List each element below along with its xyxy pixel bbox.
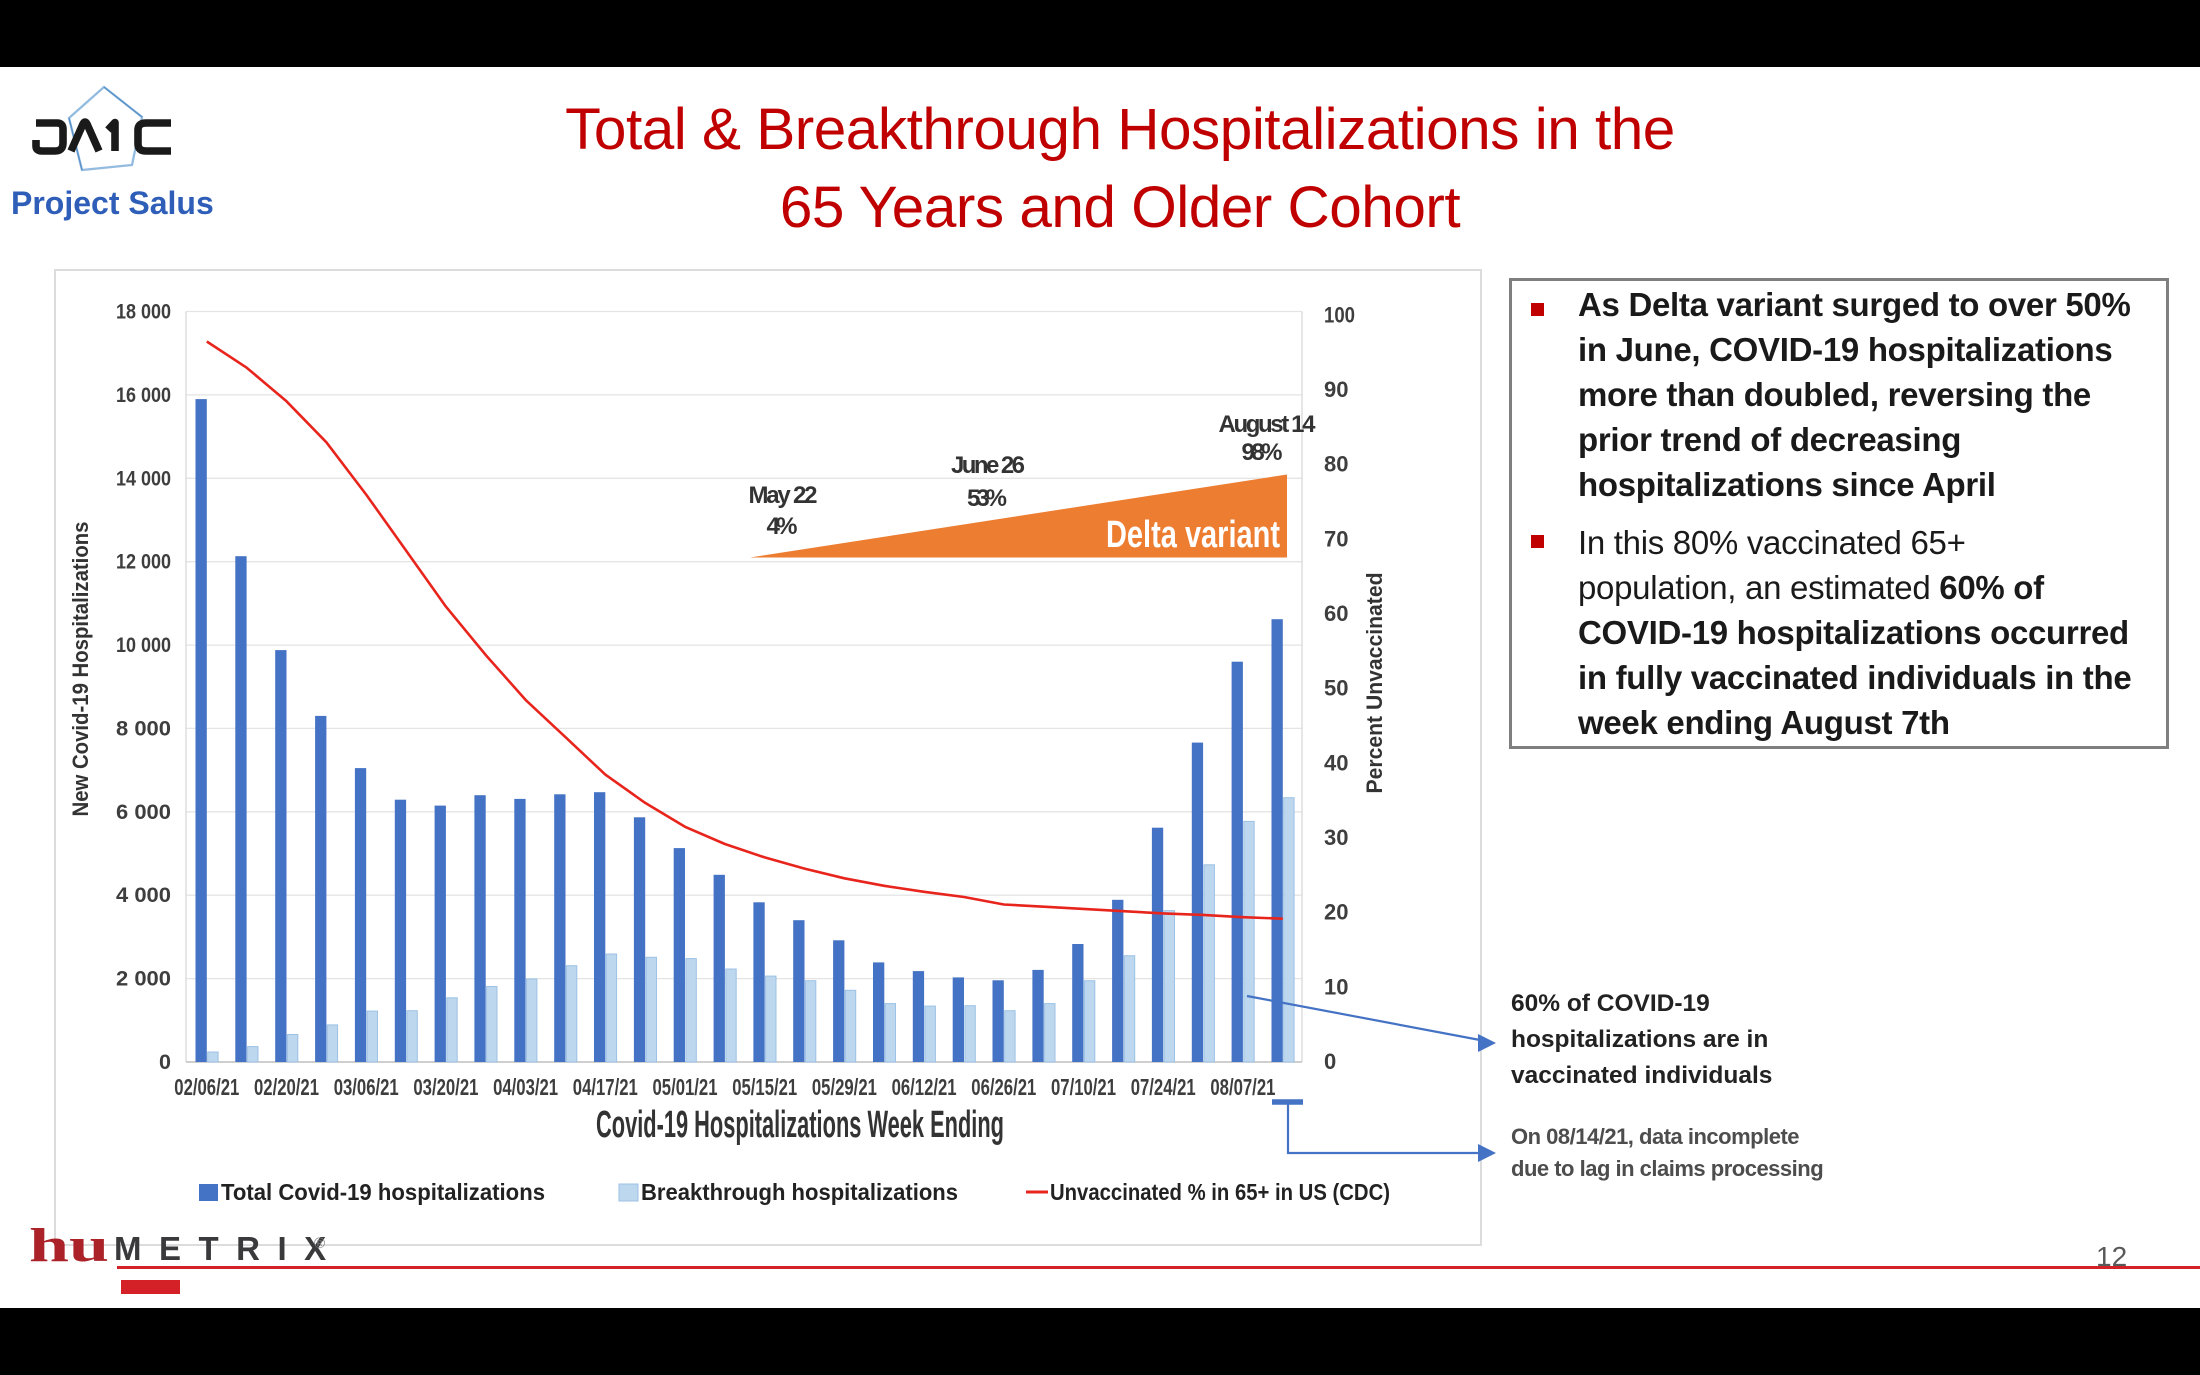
svg-text:June 26: June 26 <box>951 452 1025 479</box>
svg-text:Breakthrough hospitalizations: Breakthrough hospitalizations <box>641 1179 958 1205</box>
svg-text:30: 30 <box>1324 825 1348 850</box>
svg-text:05/29/21: 05/29/21 <box>812 1074 877 1100</box>
svg-text:8 000: 8 000 <box>116 716 171 740</box>
svg-text:May 22: May 22 <box>749 482 818 509</box>
svg-text:100: 100 <box>1324 302 1355 327</box>
svg-text:0: 0 <box>159 1050 171 1074</box>
svg-text:50: 50 <box>1324 676 1348 701</box>
svg-text:Unvaccinated % in 65+ in US (C: Unvaccinated % in 65+ in US (CDC) <box>1050 1179 1390 1205</box>
svg-text:05/01/21: 05/01/21 <box>653 1074 718 1100</box>
svg-text:Covid-19 Hospitalizations Week: Covid-19 Hospitalizations Week Ending <box>596 1104 1004 1146</box>
svg-text:10 000: 10 000 <box>116 633 171 657</box>
svg-text:04/17/21: 04/17/21 <box>573 1074 638 1100</box>
svg-text:40: 40 <box>1324 750 1348 775</box>
svg-text:16 000: 16 000 <box>116 383 171 407</box>
svg-text:03/06/21: 03/06/21 <box>334 1074 399 1100</box>
svg-text:08/07/21: 08/07/21 <box>1210 1074 1275 1100</box>
svg-text:04/03/21: 04/03/21 <box>493 1074 558 1100</box>
svg-text:60: 60 <box>1324 601 1348 626</box>
svg-text:80: 80 <box>1324 452 1348 477</box>
svg-text:53%: 53% <box>967 485 1007 512</box>
svg-text:03/20/21: 03/20/21 <box>413 1074 478 1100</box>
svg-text:90: 90 <box>1324 377 1348 402</box>
svg-text:Delta variant: Delta variant <box>1106 514 1280 556</box>
svg-text:98%: 98% <box>1242 439 1283 466</box>
svg-text:6 000: 6 000 <box>116 800 171 824</box>
svg-text:02/20/21: 02/20/21 <box>254 1074 319 1100</box>
svg-text:New Covid-19 Hospitalizations: New Covid-19 Hospitalizations <box>68 522 93 817</box>
svg-text:18 000: 18 000 <box>116 300 171 324</box>
svg-text:12 000: 12 000 <box>116 550 171 574</box>
svg-text:14 000: 14 000 <box>116 466 171 490</box>
svg-text:August 14: August 14 <box>1219 411 1317 438</box>
svg-text:05/15/21: 05/15/21 <box>732 1074 797 1100</box>
svg-text:4%: 4% <box>767 513 798 540</box>
svg-text:70: 70 <box>1324 526 1348 551</box>
svg-text:06/26/21: 06/26/21 <box>971 1074 1036 1100</box>
svg-text:20: 20 <box>1324 900 1348 925</box>
svg-text:02/06/21: 02/06/21 <box>174 1074 239 1100</box>
svg-text:Total Covid-19 hospitalization: Total Covid-19 hospitalizations <box>221 1179 545 1205</box>
svg-text:07/10/21: 07/10/21 <box>1051 1074 1116 1100</box>
svg-text:2 000: 2 000 <box>116 967 171 991</box>
svg-text:4 000: 4 000 <box>116 883 171 907</box>
svg-text:06/12/21: 06/12/21 <box>892 1074 957 1100</box>
svg-text:Percent Unvaccinated: Percent Unvaccinated <box>1362 573 1387 794</box>
svg-text:10: 10 <box>1324 974 1348 999</box>
svg-text:07/24/21: 07/24/21 <box>1131 1074 1196 1100</box>
svg-text:0: 0 <box>1324 1049 1336 1074</box>
